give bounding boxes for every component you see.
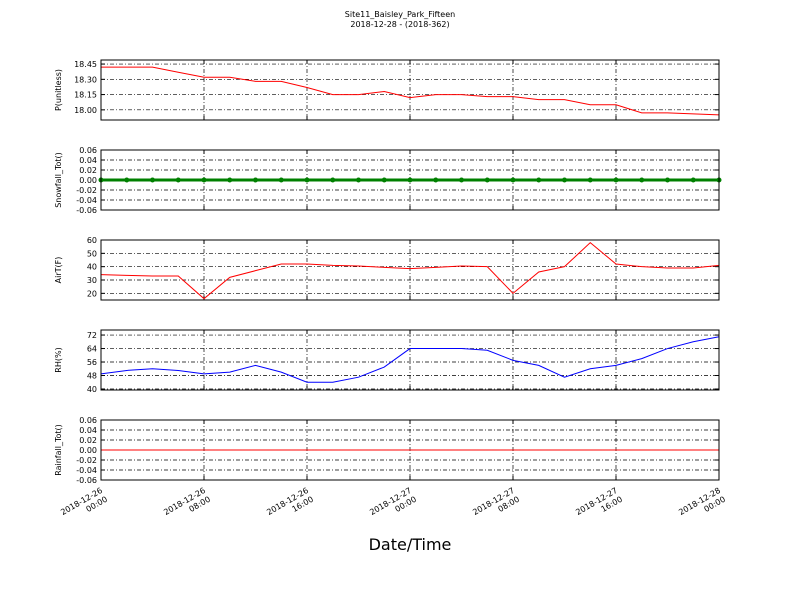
data-point xyxy=(510,177,516,183)
data-point xyxy=(690,177,696,183)
plot-frame xyxy=(100,419,720,481)
data-point xyxy=(356,177,361,183)
y-tick-label: 40 xyxy=(87,263,97,272)
data-line xyxy=(100,242,720,300)
y-tick-label: -0.02 xyxy=(76,456,97,465)
data-point xyxy=(459,177,464,183)
data-point xyxy=(381,177,387,183)
y-tick-label: 0.06 xyxy=(79,146,97,155)
data-point xyxy=(201,177,207,183)
data-point xyxy=(304,177,310,183)
y-tick-label: -0.04 xyxy=(76,196,97,205)
data-point xyxy=(175,177,181,183)
data-point xyxy=(587,177,593,183)
y-tick-label: 56 xyxy=(87,358,97,367)
y-tick-label: 60 xyxy=(87,236,97,245)
y-tick-label: -0.06 xyxy=(76,206,97,215)
chart-subtitle: 2018-12-28 - (2018-362) xyxy=(350,20,449,29)
data-point xyxy=(613,177,619,183)
y-axis-label: AirT(F) xyxy=(54,257,63,284)
y-tick-label: 30 xyxy=(87,276,97,285)
y-tick-label: -0.06 xyxy=(76,476,97,485)
y-tick-label: 48 xyxy=(87,372,97,381)
x-axis-label: Date/Time xyxy=(369,535,452,554)
y-tick-label: 0.04 xyxy=(79,426,97,435)
data-point xyxy=(278,177,284,183)
y-tick-label: 18.15 xyxy=(74,91,97,100)
y-tick-label: 18.00 xyxy=(74,106,97,115)
chart-title: Site11_Baisley_Park_Fifteen xyxy=(345,10,455,19)
data-point xyxy=(665,177,670,183)
data-point xyxy=(433,177,439,183)
y-axis-label: Rainfall_Tot() xyxy=(54,424,63,476)
y-tick-label: 72 xyxy=(87,331,97,340)
data-point xyxy=(407,177,413,183)
y-tick-label: 64 xyxy=(87,345,97,354)
plot-frame xyxy=(100,329,720,391)
y-axis-label: Snowfall_Tot() xyxy=(54,152,63,208)
plot-frame xyxy=(100,59,720,121)
y-tick-label: 0.04 xyxy=(79,156,97,165)
y-tick-label: 40 xyxy=(87,385,97,394)
y-axis-label: P(unitless) xyxy=(54,69,63,111)
data-line xyxy=(100,336,720,383)
data-point xyxy=(124,177,130,183)
y-tick-label: 18.30 xyxy=(74,75,97,84)
data-point xyxy=(253,177,258,183)
data-point xyxy=(639,177,645,183)
y-tick-label: 0.02 xyxy=(79,436,97,445)
y-tick-label: -0.02 xyxy=(76,186,97,195)
y-axis-label: RH(%) xyxy=(54,347,63,372)
y-tick-label: 18.45 xyxy=(74,60,97,69)
data-point xyxy=(330,177,336,183)
plot-frame xyxy=(100,239,720,301)
data-point xyxy=(150,177,155,183)
y-tick-label: -0.04 xyxy=(76,466,97,475)
plot-frame xyxy=(100,149,720,211)
data-point xyxy=(227,177,233,183)
data-point xyxy=(484,177,490,183)
y-tick-label: 50 xyxy=(87,249,97,258)
data-point xyxy=(562,177,567,183)
y-tick-label: 20 xyxy=(87,289,97,298)
y-tick-label: 0.06 xyxy=(79,416,97,425)
y-tick-label: 0.02 xyxy=(79,166,97,175)
data-line xyxy=(101,66,720,116)
y-tick-label: 0.00 xyxy=(79,176,97,185)
data-point xyxy=(536,177,542,183)
y-tick-label: 0.00 xyxy=(79,446,97,455)
